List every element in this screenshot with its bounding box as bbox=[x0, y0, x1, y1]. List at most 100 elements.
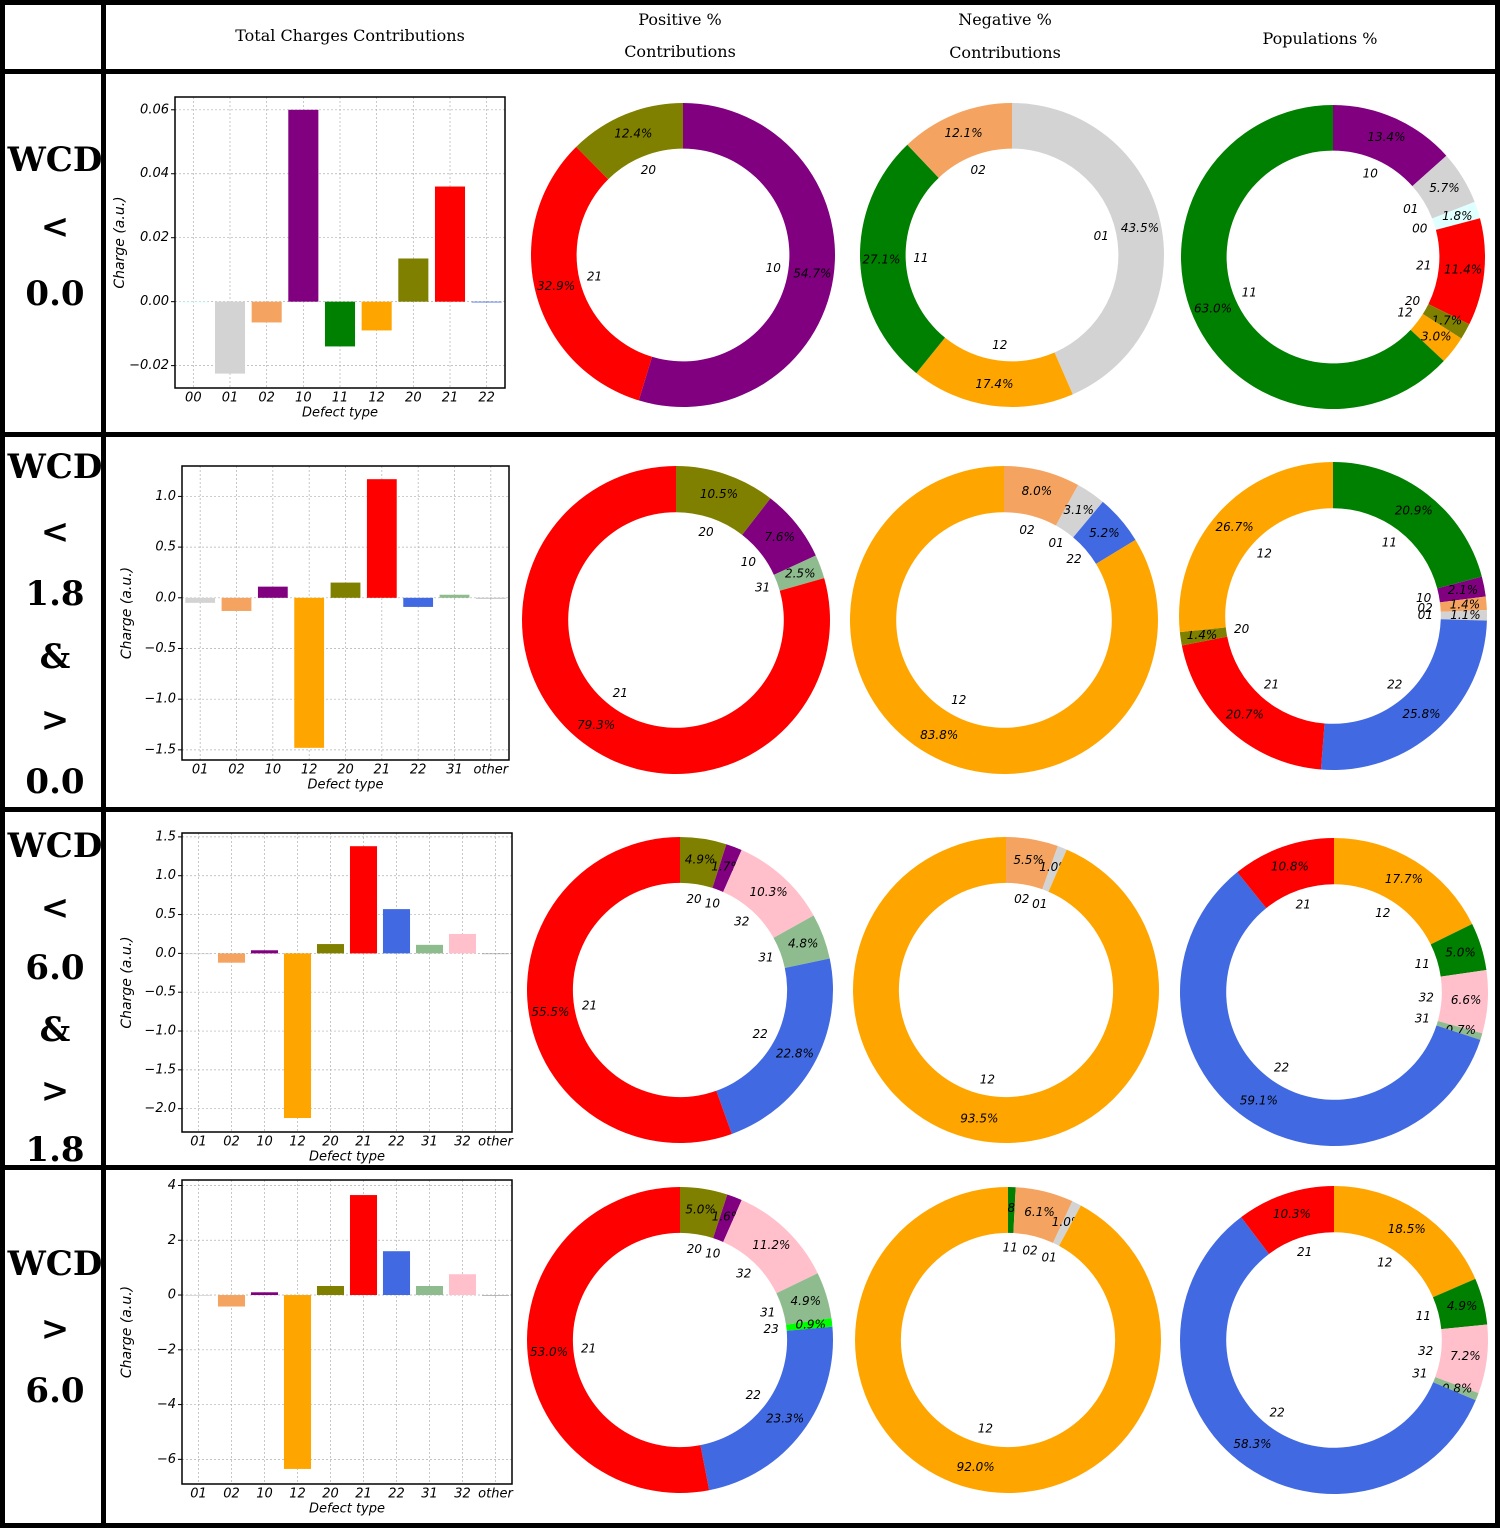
x-tick-label: 22 bbox=[478, 391, 495, 406]
slice-category-label: 01 bbox=[1418, 608, 1433, 622]
x-tick-label: 02 bbox=[223, 1487, 240, 1502]
slice-category-label: 21 bbox=[581, 1341, 596, 1355]
slice-22 bbox=[1179, 1217, 1476, 1494]
x-tick-label: 02 bbox=[228, 763, 245, 778]
slice-category-label: 12 bbox=[992, 338, 1007, 352]
x-tick-label: 01 bbox=[190, 1135, 207, 1150]
bar-other bbox=[475, 597, 506, 599]
slice-percent-label: 1.8% bbox=[1442, 209, 1473, 223]
slice-category-label: 12 bbox=[1257, 547, 1272, 561]
slice-category-label: 10 bbox=[705, 1247, 721, 1261]
row-divider-3 bbox=[0, 1165, 1500, 1170]
slice-10 bbox=[1333, 105, 1447, 187]
slice-01 bbox=[1055, 485, 1103, 538]
slice-percent-label: 58.3% bbox=[1233, 1437, 1271, 1451]
bar-22 bbox=[382, 1251, 411, 1296]
slice-31 bbox=[1433, 1377, 1479, 1401]
table-border-left bbox=[0, 0, 5, 1528]
slice-percent-label: 5.2% bbox=[1089, 526, 1120, 540]
slice-12 bbox=[1334, 838, 1473, 945]
slice-percent-label: 3.1% bbox=[1063, 503, 1094, 517]
slice-20 bbox=[576, 103, 683, 180]
y-tick-label: −1.5 bbox=[144, 1062, 176, 1077]
row-label-line: > bbox=[40, 700, 70, 740]
row-label-line: < bbox=[40, 512, 70, 552]
row-label-line: 1.8 bbox=[25, 574, 85, 614]
y-tick-label: 2 bbox=[168, 1233, 176, 1248]
slice-percent-label: 0.9% bbox=[795, 1317, 826, 1331]
slice-percent-label: 12.4% bbox=[614, 127, 652, 141]
y-tick-label: 0.00 bbox=[140, 294, 169, 309]
y-tick-label: 0.02 bbox=[140, 230, 169, 245]
bar-10 bbox=[250, 1292, 279, 1296]
label-column-divider bbox=[101, 0, 106, 1528]
slice-percent-label: 1.4% bbox=[1450, 597, 1481, 611]
slice-category-label: 11 bbox=[1416, 1309, 1431, 1323]
bar-01 bbox=[184, 1295, 213, 1296]
bar-02 bbox=[251, 301, 282, 323]
x-tick-label: 12 bbox=[289, 1487, 306, 1502]
y-tick-label: −4 bbox=[157, 1397, 176, 1412]
bar-01 bbox=[185, 597, 216, 603]
slice-12 bbox=[1334, 1185, 1476, 1298]
slice-percent-label: 13.4% bbox=[1367, 130, 1405, 144]
slice-22 bbox=[1320, 619, 1487, 770]
slice-10 bbox=[638, 103, 835, 407]
slice-percent-label: 63.0% bbox=[1194, 301, 1232, 315]
row-label-line: 0.0 bbox=[25, 762, 85, 802]
slice-percent-label: 4.9% bbox=[1447, 1299, 1478, 1313]
slice-percent-label: 4.8% bbox=[788, 936, 819, 950]
y-tick-label: −2.0 bbox=[144, 1101, 176, 1116]
slice-22 bbox=[716, 958, 834, 1134]
slice-percent-label: 2.5% bbox=[785, 567, 816, 581]
row-label-line: 6.0 bbox=[25, 1371, 85, 1411]
slice-category-label: 20 bbox=[1234, 622, 1250, 636]
y-tick-label: 0.0 bbox=[155, 590, 176, 605]
slice-category-label: 02 bbox=[971, 163, 986, 177]
slice-category-label: 22 bbox=[1274, 1061, 1289, 1075]
slice-category-label: 32 bbox=[734, 915, 749, 929]
slice-12 bbox=[854, 1187, 1161, 1493]
bar-20 bbox=[330, 582, 361, 598]
slice-12 bbox=[916, 337, 1073, 408]
x-tick-label: 20 bbox=[337, 763, 354, 778]
slice-21 bbox=[522, 466, 830, 775]
slice-category-label: 12 bbox=[1375, 906, 1390, 920]
y-tick-label: −2 bbox=[157, 1342, 176, 1357]
slice-percent-label: 2.1% bbox=[1448, 583, 1479, 597]
x-tick-label: other bbox=[478, 1135, 514, 1150]
slice-category-label: 11 bbox=[1242, 286, 1257, 300]
slice-32 bbox=[1437, 970, 1489, 1034]
bar-12 bbox=[283, 953, 312, 1119]
header-negative-line2: Contributions bbox=[949, 43, 1061, 62]
slice-category-label: 01 bbox=[1032, 897, 1047, 911]
x-tick-label: 00 bbox=[185, 391, 202, 406]
slice-22 bbox=[1180, 872, 1481, 1146]
slice-12 bbox=[1410, 314, 1462, 362]
row-label-wcd-gt-6: WCD > 6.0 bbox=[5, 1170, 105, 1523]
slice-32 bbox=[1435, 1324, 1488, 1394]
plot-frame bbox=[174, 96, 506, 389]
x-axis-label: Defect type bbox=[302, 406, 378, 421]
x-tick-label: 31 bbox=[421, 1135, 438, 1150]
slice-10 bbox=[742, 498, 816, 575]
slice-category-label: 10 bbox=[705, 897, 721, 911]
slice-percent-label: 10.3% bbox=[749, 885, 787, 899]
slice-category-label: 12 bbox=[978, 1421, 993, 1435]
slice-category-label: 32 bbox=[1419, 990, 1434, 1004]
slice-percent-label: 83.8% bbox=[920, 728, 958, 742]
slice-percent-label: 5.5% bbox=[1013, 853, 1044, 867]
x-tick-label: 12 bbox=[368, 391, 385, 406]
slice-percent-label: 32.9% bbox=[537, 279, 575, 293]
row-label-line: 0.0 bbox=[25, 274, 85, 314]
row-label-line: 1.8 bbox=[25, 1130, 85, 1170]
x-axis-label: Defect type bbox=[309, 1502, 385, 1517]
slice-percent-label: 53.0% bbox=[530, 1345, 568, 1359]
y-tick-label: −0.02 bbox=[129, 358, 169, 373]
y-tick-label: −0.5 bbox=[144, 985, 176, 1000]
x-axis-label: Defect type bbox=[309, 1150, 385, 1165]
slice-21 bbox=[1237, 838, 1334, 909]
slice-category-label: 21 bbox=[1264, 677, 1279, 691]
slice-percent-label: 7.6% bbox=[764, 530, 795, 544]
slice-percent-label: 10.5% bbox=[700, 487, 738, 501]
